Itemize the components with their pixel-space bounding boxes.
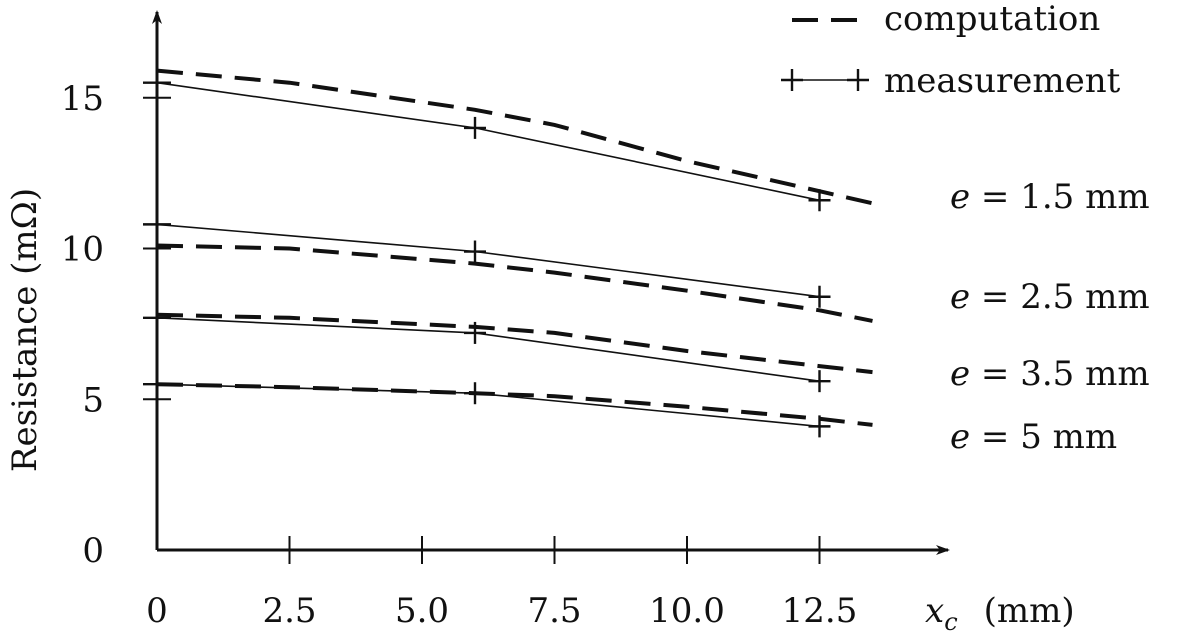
legend: computation measurement [781,0,1121,101]
series-label-var: e [950,177,970,217]
series-label-rest: = 3.5 mm [970,354,1149,394]
measurement-marker [464,382,486,405]
x-axis-label: xc (mm) [925,591,1075,636]
legend-measurement-marker [847,69,869,91]
series-label-var: e [950,277,970,317]
measurement-marker [808,370,831,393]
measurement-line [156,223,820,298]
legend-computation-label: computation [884,0,1100,39]
x-tick-label: 0 [146,591,168,631]
x-axis-unit: (mm) [984,591,1075,631]
computation-line [156,243,873,323]
series-label: e = 2.5 mm [950,277,1150,317]
x-tick-label: 5.0 [395,591,449,631]
x-tick-label: 2.5 [262,591,316,631]
measurement-line [156,383,820,428]
measurement-marker [464,116,486,139]
computation-line [156,312,873,375]
legend-measurement-label: measurement [884,61,1121,101]
computation-line [156,382,873,427]
x-axis-subscript: c [944,608,957,636]
series-group [143,223,873,323]
series-label: e = 3.5 mm [950,354,1150,394]
series-label-rest: = 1.5 mm [970,177,1149,217]
measurement-marker [808,285,831,308]
series-group [143,68,873,212]
measurement-marker [464,321,486,344]
measurement-marker [464,240,486,263]
legend-measurement-marker [781,69,803,91]
measurement-marker [808,189,831,212]
measurement-line [156,81,820,202]
y-axis-label: Resistance (mΩ) [5,188,45,472]
y-tick-label: 10 [61,230,104,270]
y-tick-label: 5 [82,380,104,420]
series-label: e = 5 mm [950,417,1117,457]
y-tick-label: 0 [82,531,104,571]
x-tick-label: 10.0 [649,591,725,631]
series-label-var: e [950,354,970,394]
x-axis-symbol: x [925,591,944,631]
series-group [143,312,873,393]
series-group [143,382,873,438]
series-label-rest: = 5 mm [970,417,1117,457]
x-tick-label: 12.5 [782,591,858,631]
series-label-var: e [950,417,970,457]
x-tick-label: 7.5 [527,591,581,631]
series-label-rest: = 2.5 mm [970,277,1149,317]
y-tick-label: 15 [61,79,104,119]
legend-measurement-swatch [781,69,869,91]
measurement-marker [808,415,831,438]
series-label: e = 1.5 mm [950,177,1150,217]
